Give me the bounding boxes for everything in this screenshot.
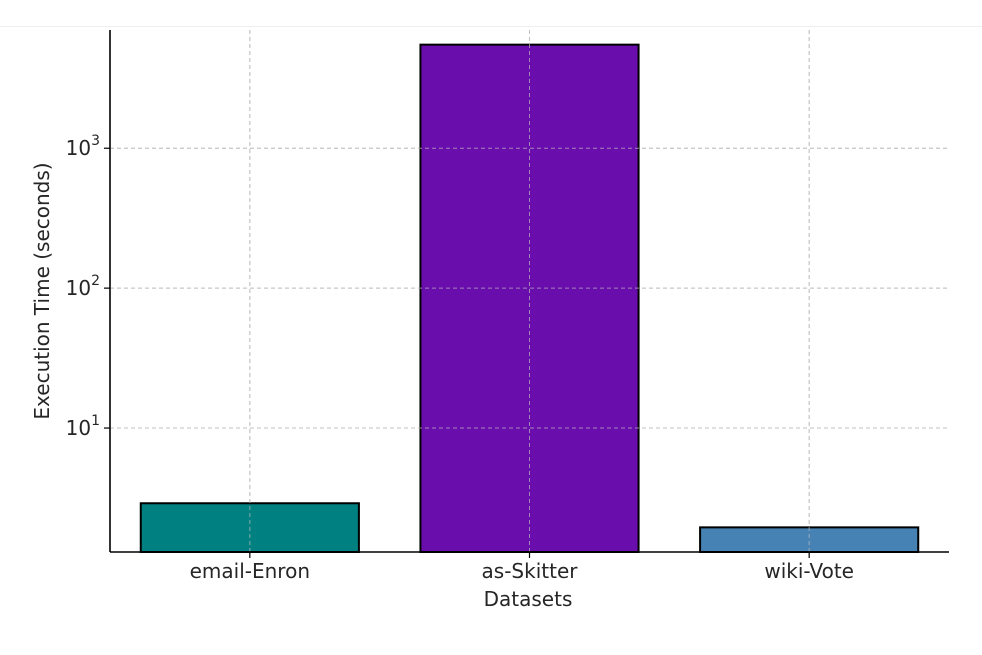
x-tick-label-0: email-Enron <box>190 559 310 583</box>
x-axis-label: Datasets <box>484 587 573 611</box>
x-tick-label-2: wiki-Vote <box>764 559 854 583</box>
top-divider <box>0 26 982 27</box>
y-tick-label-1: 102 <box>66 273 100 300</box>
y-tick-label-0: 101 <box>66 413 100 440</box>
x-ticks: email-Enron as-Skitter wiki-Vote <box>190 552 854 583</box>
x-tick-label-1: as-Skitter <box>482 559 579 583</box>
y-tick-label-2: 103 <box>66 133 100 160</box>
bar-wiki-vote <box>699 526 920 554</box>
y-ticks: 101 102 103 <box>66 133 110 440</box>
y-axis-label: Execution Time (seconds) <box>30 162 54 419</box>
